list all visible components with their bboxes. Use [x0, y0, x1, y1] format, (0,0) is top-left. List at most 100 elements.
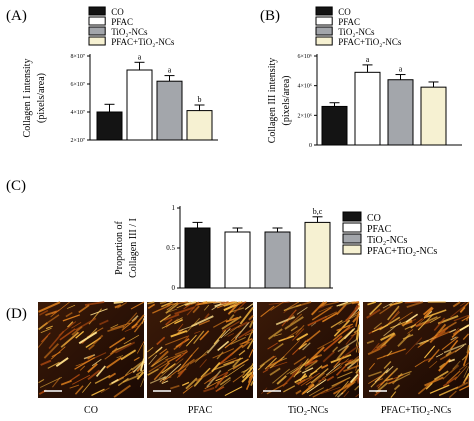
collagen-fiber: [293, 358, 309, 378]
collagen-fiber: [161, 301, 173, 308]
collagen-fiber: [239, 341, 249, 345]
collagen-fiber: [239, 306, 254, 325]
collagen-fiber: [465, 315, 470, 322]
y-axis-label: Proportion of: [114, 221, 125, 275]
collagen-fiber: [204, 313, 210, 320]
collagen-fiber: [50, 346, 66, 360]
collagen-fiber: [159, 348, 168, 355]
collagen-fiber: [147, 346, 154, 353]
collagen-fiber: [461, 355, 467, 361]
collagen-fiber: [165, 303, 179, 314]
bar-tio2-ncs: [156, 80, 183, 141]
collagen-fiber: [336, 301, 349, 307]
collagen-fiber: [442, 376, 458, 387]
collagen-fiber: [276, 375, 287, 385]
collagen-fiber: [305, 381, 312, 386]
collagen-fiber: [161, 363, 176, 374]
collagen-fiber: [135, 314, 145, 326]
collagen-fiber: [156, 336, 166, 346]
bar-pfac-tio2-ncs: [186, 110, 213, 141]
collagen-fiber: [382, 301, 394, 309]
collagen-fiber: [223, 357, 244, 366]
collagen-fiber: [418, 314, 429, 325]
collagen-fiber: [268, 328, 283, 340]
collagen-fiber: [355, 310, 360, 327]
collagen-fiber: [227, 333, 234, 337]
chart-panel-3: (C) 0 0.5 1 Proportion of Collagen III / I b,c…: [6, 178, 437, 292]
collagen-fiber: [301, 367, 314, 374]
collagen-fiber: [368, 362, 376, 370]
collagen-fiber: [402, 334, 414, 340]
collagen-fiber: [310, 367, 329, 384]
collagen-fiber: [194, 331, 201, 334]
collagen-fiber: [189, 347, 199, 358]
collagen-fiber: [147, 301, 155, 305]
collagen-fiber: [293, 355, 307, 366]
collagen-fiber: [332, 346, 339, 353]
collagen-fiber: [130, 301, 145, 310]
legend-swatch: [88, 36, 106, 46]
collagen-fiber: [181, 381, 190, 387]
collagen-fiber: [248, 320, 254, 328]
collagen-fiber: [191, 315, 214, 327]
collagen-fiber: [337, 338, 358, 353]
legend-swatch: [88, 26, 106, 36]
collagen-fiber: [203, 304, 210, 311]
collagen-fiber: [218, 352, 233, 366]
bar-tio2-ncs: [264, 231, 291, 289]
collagen-fiber: [320, 364, 329, 370]
collagen-fiber: [349, 373, 359, 384]
collagen-fiber: [69, 373, 81, 382]
collagen-fiber: [325, 311, 337, 318]
collagen-fiber: [220, 328, 231, 339]
micrograph-panel: (D) CO PFAC TiO₂-NCs PFAC+TiO₂-NCs: [6, 301, 470, 416]
collagen-fiber: [369, 302, 383, 316]
collagen-fiber: [90, 308, 108, 316]
collagen-fiber: [343, 345, 360, 358]
collagen-fiber: [152, 304, 171, 314]
collagen-fiber: [354, 301, 360, 310]
panel-label: (B): [260, 8, 280, 24]
legend-label: CO: [338, 7, 351, 17]
collagen-fiber: [59, 328, 76, 341]
legend-swatch: [315, 26, 333, 36]
collagen-fiber: [302, 342, 311, 351]
collagen-fiber: [379, 301, 398, 315]
collagen-fiber: [368, 373, 385, 385]
collagen-fiber: [452, 301, 461, 308]
collagen-fiber: [267, 358, 283, 368]
collagen-fiber: [283, 303, 302, 312]
collagen-fiber: [147, 347, 162, 359]
collagen-fiber: [113, 301, 124, 304]
collagen-fiber: [75, 317, 97, 331]
collagen-fiber: [367, 301, 377, 306]
collagen-fiber: [295, 375, 313, 385]
collagen-fiber: [176, 301, 191, 309]
collagen-fiber: [238, 328, 254, 339]
legend-swatch: [342, 211, 362, 222]
collagen-fiber: [318, 305, 334, 313]
collagen-fiber: [183, 303, 192, 310]
collagen-fiber: [215, 386, 225, 393]
collagen-fiber: [283, 385, 296, 393]
collagen-fiber: [404, 324, 414, 330]
collagen-fiber: [450, 365, 460, 374]
collagen-fiber: [221, 315, 242, 330]
collagen-fiber: [392, 311, 400, 320]
collagen-fiber: [47, 361, 60, 369]
collagen-fiber: [211, 362, 221, 373]
collagen-fiber: [48, 330, 65, 349]
collagen-fiber: [345, 381, 356, 391]
collagen-fiber: [390, 391, 397, 398]
bar-co: [184, 227, 211, 289]
micrograph-image: [147, 301, 254, 398]
collagen-fiber: [317, 340, 333, 350]
collagen-fiber: [241, 341, 251, 349]
collagen-fiber: [417, 313, 434, 331]
legend-label: TiO₂-NCs: [111, 27, 148, 37]
collagen-fiber: [298, 340, 307, 350]
collagen-fiber: [174, 319, 183, 325]
collagen-fiber: [74, 385, 84, 395]
legend-label: PFAC: [367, 224, 392, 235]
collagen-fiber: [248, 348, 254, 358]
